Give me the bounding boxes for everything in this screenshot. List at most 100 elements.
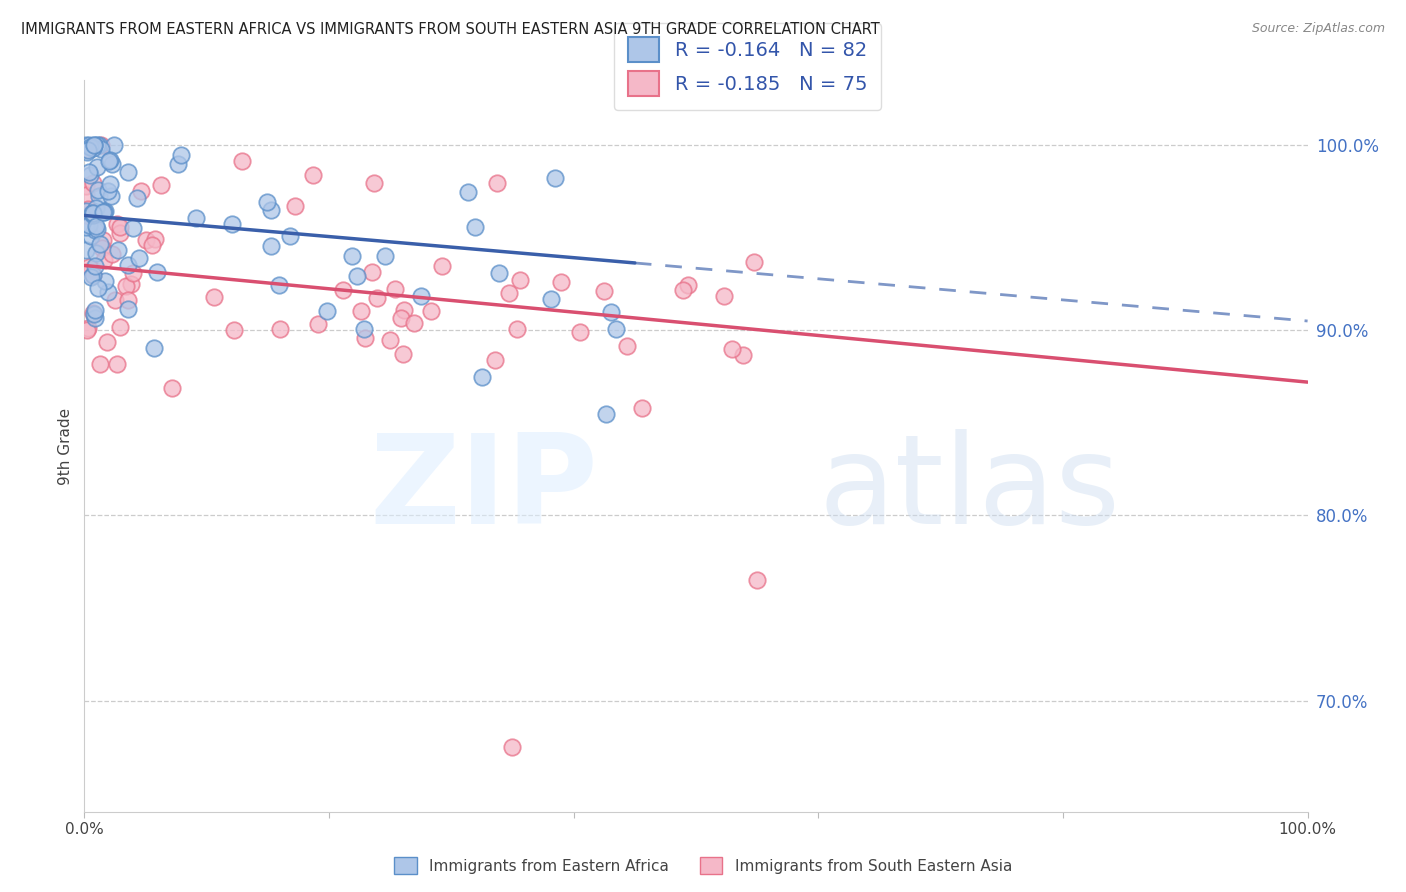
Point xyxy=(84,259,107,273)
Point xyxy=(721,342,744,356)
Point xyxy=(128,251,150,265)
Point xyxy=(307,318,329,332)
Point xyxy=(747,574,769,588)
Point xyxy=(569,326,592,340)
Point xyxy=(464,220,486,235)
Point xyxy=(141,238,163,252)
Point xyxy=(143,232,166,246)
Point xyxy=(77,320,100,334)
Point xyxy=(122,267,145,281)
Point xyxy=(84,219,107,233)
Point xyxy=(75,208,97,222)
Point xyxy=(90,138,112,153)
Point xyxy=(374,249,396,263)
Point xyxy=(672,283,695,297)
Point xyxy=(83,307,105,321)
Point xyxy=(91,234,114,248)
Point xyxy=(117,302,139,317)
Point xyxy=(713,289,735,303)
Point xyxy=(75,243,97,257)
Point xyxy=(86,161,108,175)
Point xyxy=(93,204,115,219)
Point xyxy=(366,291,388,305)
Text: atlas: atlas xyxy=(818,429,1121,550)
Point xyxy=(96,335,118,350)
Point xyxy=(353,322,375,336)
Point xyxy=(316,304,339,318)
Point xyxy=(76,323,98,337)
Point xyxy=(108,219,131,234)
Point xyxy=(550,275,572,289)
Point xyxy=(742,255,765,269)
Point xyxy=(79,229,101,244)
Legend: R = -0.164   N = 82, R = -0.185   N = 75: R = -0.164 N = 82, R = -0.185 N = 75 xyxy=(614,23,880,110)
Point xyxy=(80,261,103,276)
Point xyxy=(100,189,122,203)
Point xyxy=(332,283,354,297)
Point xyxy=(392,302,415,317)
Point xyxy=(77,219,100,233)
Point xyxy=(86,138,108,153)
Point xyxy=(84,311,107,326)
Point xyxy=(231,154,253,169)
Y-axis label: 9th Grade: 9th Grade xyxy=(58,408,73,484)
Text: IMMIGRANTS FROM EASTERN AFRICA VS IMMIGRANTS FROM SOUTH EASTERN ASIA 9TH GRADE C: IMMIGRANTS FROM EASTERN AFRICA VS IMMIGR… xyxy=(21,22,880,37)
Point xyxy=(269,322,291,336)
Point xyxy=(84,202,107,216)
Text: ZIP: ZIP xyxy=(370,429,598,550)
Point xyxy=(488,266,510,280)
Point xyxy=(76,145,98,159)
Point xyxy=(125,191,148,205)
Point xyxy=(384,282,406,296)
Point xyxy=(76,142,98,156)
Point xyxy=(77,260,100,275)
Point xyxy=(592,285,614,299)
Point xyxy=(114,279,136,293)
Point xyxy=(302,168,325,182)
Point xyxy=(135,233,157,247)
Point xyxy=(363,177,385,191)
Point xyxy=(170,148,193,162)
Point xyxy=(97,285,120,299)
Point xyxy=(105,217,128,231)
Point xyxy=(103,138,125,153)
Point xyxy=(432,259,454,273)
Point xyxy=(129,184,152,198)
Point xyxy=(117,293,139,307)
Point xyxy=(471,370,494,384)
Point xyxy=(75,178,97,193)
Point xyxy=(166,157,188,171)
Point xyxy=(108,226,131,240)
Point xyxy=(260,202,283,217)
Point xyxy=(84,245,107,260)
Point xyxy=(143,341,166,355)
Legend: Immigrants from Eastern Africa, Immigrants from South Eastern Asia: Immigrants from Eastern Africa, Immigran… xyxy=(388,851,1018,880)
Point xyxy=(122,221,145,235)
Point xyxy=(202,290,225,304)
Point xyxy=(83,138,105,153)
Point xyxy=(82,177,104,191)
Point xyxy=(104,293,127,307)
Point xyxy=(676,278,699,293)
Text: Source: ZipAtlas.com: Source: ZipAtlas.com xyxy=(1251,22,1385,36)
Point xyxy=(98,177,121,191)
Point xyxy=(354,330,377,344)
Point xyxy=(498,286,520,301)
Point xyxy=(260,238,283,252)
Point xyxy=(83,302,105,317)
Point xyxy=(731,348,754,362)
Point xyxy=(485,176,508,190)
Point xyxy=(75,219,97,234)
Point xyxy=(360,264,382,278)
Point xyxy=(484,352,506,367)
Point xyxy=(509,273,531,287)
Point xyxy=(256,195,278,210)
Point xyxy=(77,202,100,217)
Point xyxy=(150,178,173,193)
Point xyxy=(105,357,128,371)
Point xyxy=(224,323,246,337)
Point xyxy=(94,274,117,288)
Point xyxy=(506,322,529,336)
Point xyxy=(82,306,104,320)
Point xyxy=(86,222,108,236)
